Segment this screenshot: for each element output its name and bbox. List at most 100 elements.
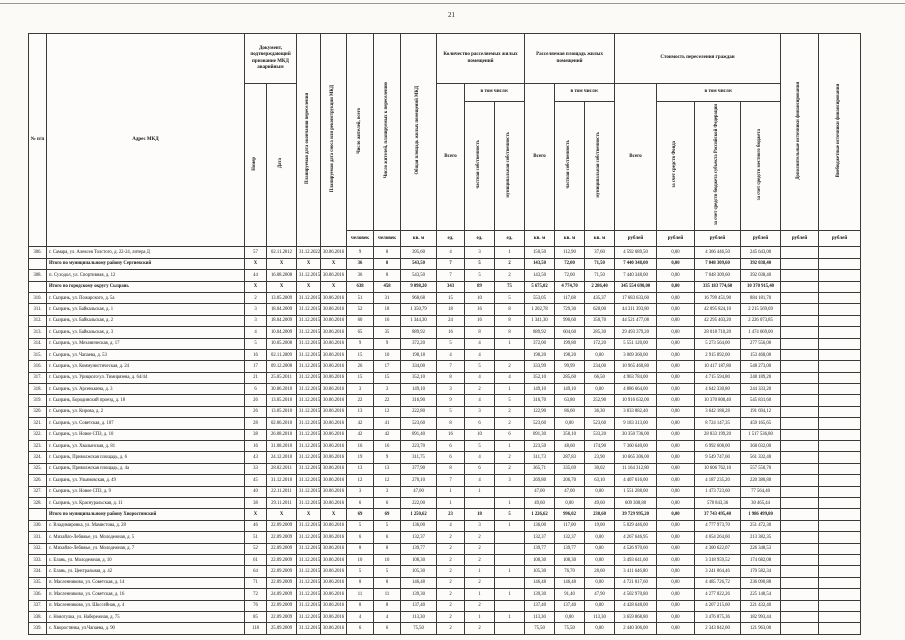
- table-row: 334. с. Елань, ул. Центральная, д. 42 64 22…: [28, 565, 862, 578]
- data-cell: 4: [464, 371, 496, 385]
- data-cell: 143,50: [524, 257, 556, 271]
- address-cell: с. Новотулка, ул. Набережная, д. 75: [46, 610, 245, 624]
- data-cell: 65: [346, 326, 375, 339]
- data-cell: 3: [436, 383, 466, 396]
- data-cell: 30.06.2016: [320, 542, 348, 555]
- data-cell: 996,02: [554, 508, 586, 521]
- unit-cell: ед.: [494, 230, 526, 248]
- data-cell: 76: [244, 599, 267, 612]
- data-cell: 16: [464, 314, 496, 328]
- data-cell: 30.06.2016: [320, 496, 348, 510]
- data-cell: [780, 622, 820, 635]
- col-header-count-municipal: муниципальная собственность: [494, 100, 526, 232]
- row-number: 320.: [28, 405, 47, 419]
- data-cell: 30.06.2016: [320, 451, 348, 464]
- data-cell: 4 777 973,70: [694, 519, 742, 533]
- unit-cell: рублей: [694, 230, 742, 248]
- col-header-npp: № п/п: [28, 32, 47, 248]
- data-cell: [780, 337, 820, 350]
- data-cell: 1 474 669,00: [740, 326, 782, 339]
- data-cell: [780, 531, 820, 544]
- data-cell: 333,99: [524, 360, 556, 373]
- data-cell: 51: [346, 291, 375, 305]
- data-cell: [818, 371, 862, 385]
- data-cell: 9: [346, 337, 375, 350]
- data-cell: 343: [436, 280, 466, 293]
- unit-cell: кв. м: [524, 230, 556, 248]
- table-row: 315. г. Сызрань, ул. Чапаева, д. 53 16 02.1…: [28, 348, 862, 362]
- data-cell: 29.11.2011: [265, 496, 298, 510]
- data-cell: [494, 542, 526, 555]
- table-row: 331. с. Михайло-Лебяжье, ул. Молодежная, …: [28, 531, 862, 544]
- data-cell: [780, 508, 820, 521]
- data-cell: 2: [494, 405, 526, 419]
- col-header-count-private: частная собственность: [464, 100, 496, 232]
- data-cell: 31.12.2015: [296, 485, 322, 499]
- data-cell: 9: [346, 246, 375, 259]
- data-cell: 277 556,00: [740, 337, 782, 350]
- data-cell: [818, 576, 862, 590]
- data-cell: 1: [494, 565, 526, 578]
- unit-cell: рублей: [780, 230, 820, 248]
- data-cell: 31.12.2015: [296, 588, 322, 601]
- data-cell: 0,00: [656, 542, 696, 555]
- data-cell: 316,70: [524, 394, 556, 407]
- data-cell: [780, 440, 820, 453]
- data-cell: [780, 257, 820, 271]
- data-cell: 523,60: [584, 417, 616, 430]
- data-cell: 122,90: [524, 405, 556, 419]
- data-cell: 108,30: [400, 553, 438, 567]
- data-cell: 6: [464, 417, 496, 430]
- data-cell: 2: [464, 531, 496, 544]
- data-cell: 15: [346, 348, 375, 362]
- data-cell: [780, 588, 820, 601]
- data-cell: 377,90: [400, 462, 438, 476]
- table-body: 306. г. Самара, ул. Алексея Толстого, д. …: [28, 246, 862, 635]
- data-cell: 10 417 187,80: [694, 360, 742, 373]
- data-cell: 51: [244, 531, 267, 544]
- resettlement-table: № п/п Адрес МКД Документ, подтверждающий…: [28, 32, 862, 635]
- data-cell: [494, 599, 526, 612]
- table-row: 326. г. Сызрань, ул. Ульяновская, д. 49 45…: [28, 474, 862, 487]
- data-cell: 4: [494, 371, 526, 385]
- col-header-count-municipal-label: муниципальная собственность: [506, 131, 512, 198]
- data-cell: 2: [436, 610, 466, 624]
- data-cell: 1 473 723,60: [694, 485, 742, 499]
- data-cell: 172,20: [584, 337, 616, 350]
- data-cell: 47,00: [524, 485, 556, 499]
- data-cell: 3: [464, 246, 496, 259]
- data-cell: [780, 610, 820, 624]
- col-header-end-date-label: Планируемая дата окончания переселения: [305, 93, 311, 185]
- data-cell: 236 090,88: [740, 576, 782, 590]
- data-cell: 6: [373, 531, 402, 544]
- data-cell: 30.06.2016: [320, 485, 348, 499]
- data-cell: 7: [436, 474, 466, 487]
- data-cell: 35: [373, 326, 402, 339]
- address-cell: Итого по муниципальному району Хворостян…: [46, 508, 245, 521]
- data-cell: 69: [346, 508, 375, 521]
- summary-row: Итого по муниципальному району Хворостян…: [28, 508, 862, 521]
- data-cell: 71: [244, 576, 267, 590]
- data-cell: 223,50: [524, 440, 556, 453]
- data-cell: 198,20: [524, 348, 556, 362]
- data-cell: 543,50: [400, 269, 438, 282]
- data-cell: 18: [373, 303, 402, 316]
- data-cell: 19: [346, 451, 375, 464]
- data-cell: 5 675,02: [524, 280, 556, 293]
- data-cell: 12: [346, 474, 375, 487]
- table-row: 335. п. Масленниково, ул. Советская, д. 1…: [28, 576, 862, 590]
- data-cell: 44 311 393,80: [614, 303, 658, 316]
- data-cell: 31.12.2015: [296, 383, 322, 396]
- data-cell: 31.12.2015: [296, 599, 322, 612]
- data-cell: 30.06.2016: [320, 474, 348, 487]
- data-cell: 31.12.2015: [296, 303, 322, 316]
- data-cell: Х: [320, 508, 348, 521]
- data-cell: 13.05.2010: [265, 405, 298, 419]
- data-cell: 0,00: [656, 383, 696, 396]
- data-cell: 8: [373, 576, 402, 590]
- data-cell: 09.12.2008: [265, 360, 298, 373]
- data-cell: 30 350 736,00: [614, 428, 658, 442]
- data-cell: 358,10: [554, 428, 586, 442]
- data-cell: 0,00: [584, 542, 616, 555]
- data-cell: 4 963 784,00: [614, 371, 658, 385]
